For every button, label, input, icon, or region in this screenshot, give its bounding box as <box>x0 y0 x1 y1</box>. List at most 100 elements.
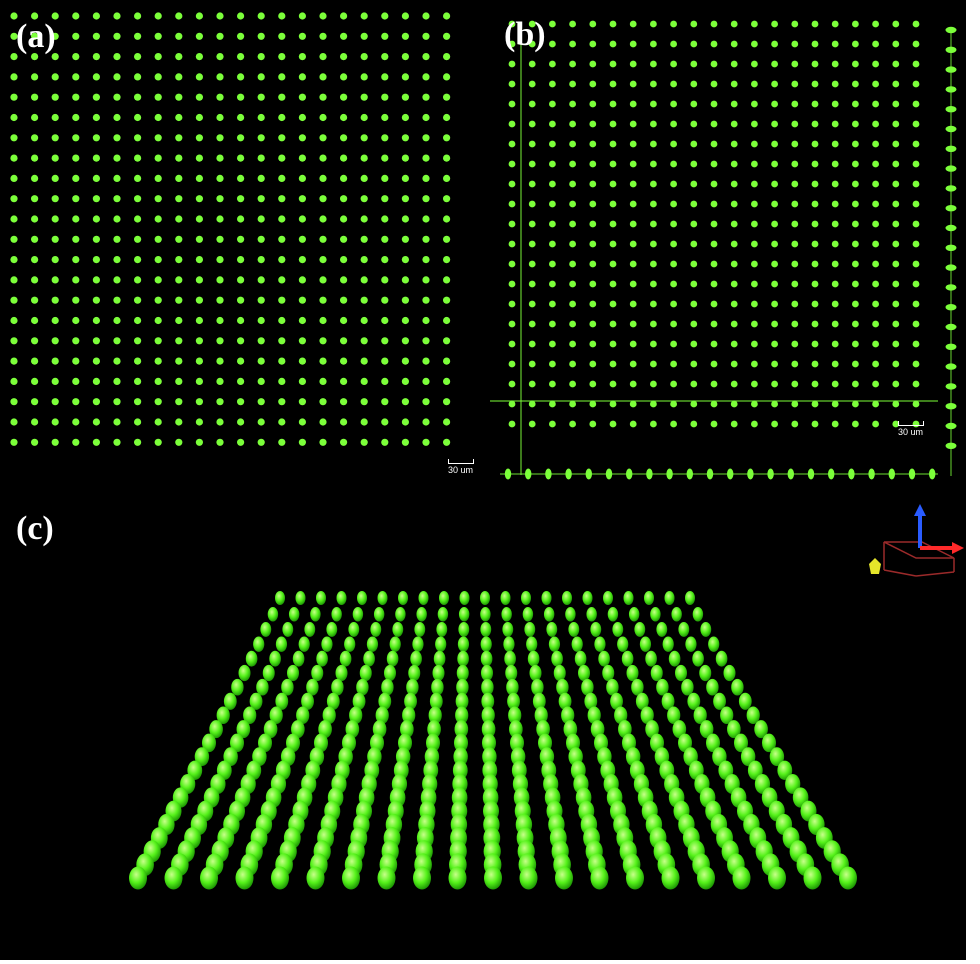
pillar <box>481 678 494 696</box>
dot <box>237 195 245 203</box>
dot <box>508 340 516 348</box>
dot <box>175 12 183 20</box>
dot <box>195 134 203 142</box>
dot <box>72 195 80 203</box>
dot <box>589 140 597 148</box>
dot <box>710 20 718 28</box>
dot <box>237 316 245 325</box>
panel-c-label: (c) <box>16 510 54 547</box>
pillar <box>768 866 786 890</box>
dot <box>134 256 142 264</box>
dot <box>175 357 183 365</box>
dot <box>609 300 617 308</box>
dot <box>811 340 819 348</box>
dot <box>298 235 306 243</box>
pillar <box>249 692 263 710</box>
dot <box>257 73 265 81</box>
dot <box>422 337 430 345</box>
dot <box>690 40 698 48</box>
dot <box>237 418 245 426</box>
pillar <box>634 621 646 637</box>
dot <box>113 316 121 325</box>
dot <box>751 20 758 28</box>
dot <box>831 340 839 348</box>
dot <box>791 160 799 168</box>
dot <box>443 377 451 385</box>
dot <box>670 160 677 168</box>
dot <box>872 260 879 268</box>
dot <box>710 400 718 408</box>
pillar <box>715 650 728 667</box>
dot <box>113 73 121 81</box>
dot <box>443 113 451 122</box>
dot <box>298 53 306 61</box>
dot <box>72 73 80 81</box>
dot <box>30 438 39 446</box>
pillar <box>335 664 348 682</box>
pillar <box>281 678 294 696</box>
dot <box>134 53 142 61</box>
bottom-view-dot <box>525 468 532 480</box>
pillar <box>366 636 379 652</box>
pillar <box>519 866 538 890</box>
dot <box>298 316 306 325</box>
pillar <box>373 607 385 622</box>
dot <box>751 140 758 148</box>
dot <box>912 60 920 68</box>
dot <box>670 320 677 328</box>
dot <box>381 276 389 284</box>
dot <box>730 300 738 308</box>
dot <box>360 93 368 101</box>
pillar <box>437 607 449 622</box>
dot <box>298 215 306 223</box>
pillar <box>553 664 566 682</box>
dot <box>381 174 389 182</box>
dot <box>751 100 758 108</box>
pillar <box>480 636 492 652</box>
dot <box>872 420 879 428</box>
dot <box>650 220 657 228</box>
dot <box>72 276 80 284</box>
dot <box>340 134 348 142</box>
dot <box>278 357 286 365</box>
dot <box>30 377 39 385</box>
dot <box>549 240 556 248</box>
dot <box>730 60 738 68</box>
dot <box>401 398 409 406</box>
dot <box>912 100 920 108</box>
dot <box>422 438 430 446</box>
dot <box>710 200 718 208</box>
dot <box>134 113 142 122</box>
pillar <box>708 636 720 652</box>
pillar <box>459 591 470 605</box>
dot <box>278 296 286 304</box>
dot <box>30 113 39 122</box>
pillar <box>275 591 285 605</box>
pillar <box>661 692 675 710</box>
dot <box>549 80 556 88</box>
dot <box>298 195 306 203</box>
pillar <box>129 866 147 890</box>
dot <box>154 215 162 223</box>
dot <box>175 316 183 325</box>
dot <box>422 215 430 223</box>
dot <box>216 276 224 284</box>
pillar <box>298 636 310 652</box>
pillar <box>457 636 470 652</box>
bottom-view-dot <box>908 468 916 480</box>
pillar <box>223 692 237 710</box>
dot <box>831 300 839 308</box>
dot <box>549 260 556 268</box>
dot <box>360 418 368 426</box>
pillar <box>357 591 367 605</box>
side-view-dot <box>945 323 957 331</box>
dot <box>872 80 879 88</box>
dot <box>831 260 839 268</box>
dot <box>508 360 516 368</box>
pillar <box>503 636 515 652</box>
dot <box>852 280 859 288</box>
dot <box>340 93 348 101</box>
pillar <box>631 678 644 696</box>
dot <box>670 20 677 28</box>
dot <box>549 120 556 128</box>
